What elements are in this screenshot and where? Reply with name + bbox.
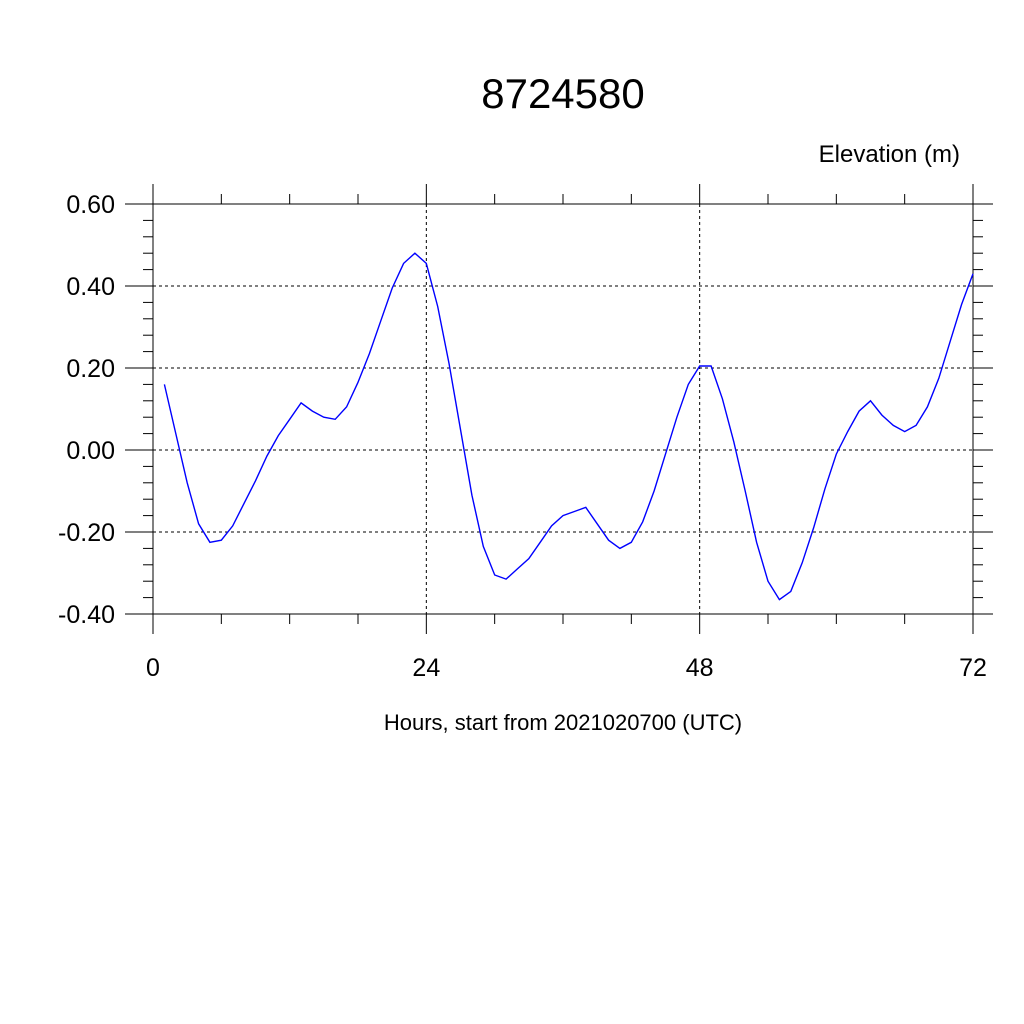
tick-labels: -0.40 -0.20 0.00 0.20 0.40 0.60 0 24 48 72 <box>58 191 987 682</box>
x-tick-label: 72 <box>959 654 987 682</box>
elevation-series-line <box>163 252 974 601</box>
x-tick-label: 48 <box>686 654 714 682</box>
y-tick-label: 0.20 <box>66 355 115 383</box>
y-tick-label: 0.40 <box>66 273 115 301</box>
axis-ticks <box>125 184 993 634</box>
x-axis-label: Hours, start from 2021020700 (UTC) <box>384 710 742 735</box>
chart-title: 8724580 <box>481 70 645 117</box>
x-tick-label: 0 <box>146 654 160 682</box>
y-tick-label: -0.20 <box>58 519 115 547</box>
y-tick-label: -0.40 <box>58 601 115 629</box>
y-tick-label: 0.60 <box>66 191 115 219</box>
series-group <box>163 252 974 601</box>
y-axis-label: Elevation (m) <box>819 141 960 168</box>
plot-frame <box>152 203 974 615</box>
y-tick-label: 0.00 <box>66 437 115 465</box>
gridlines <box>152 203 974 615</box>
x-tick-label: 24 <box>412 654 440 682</box>
